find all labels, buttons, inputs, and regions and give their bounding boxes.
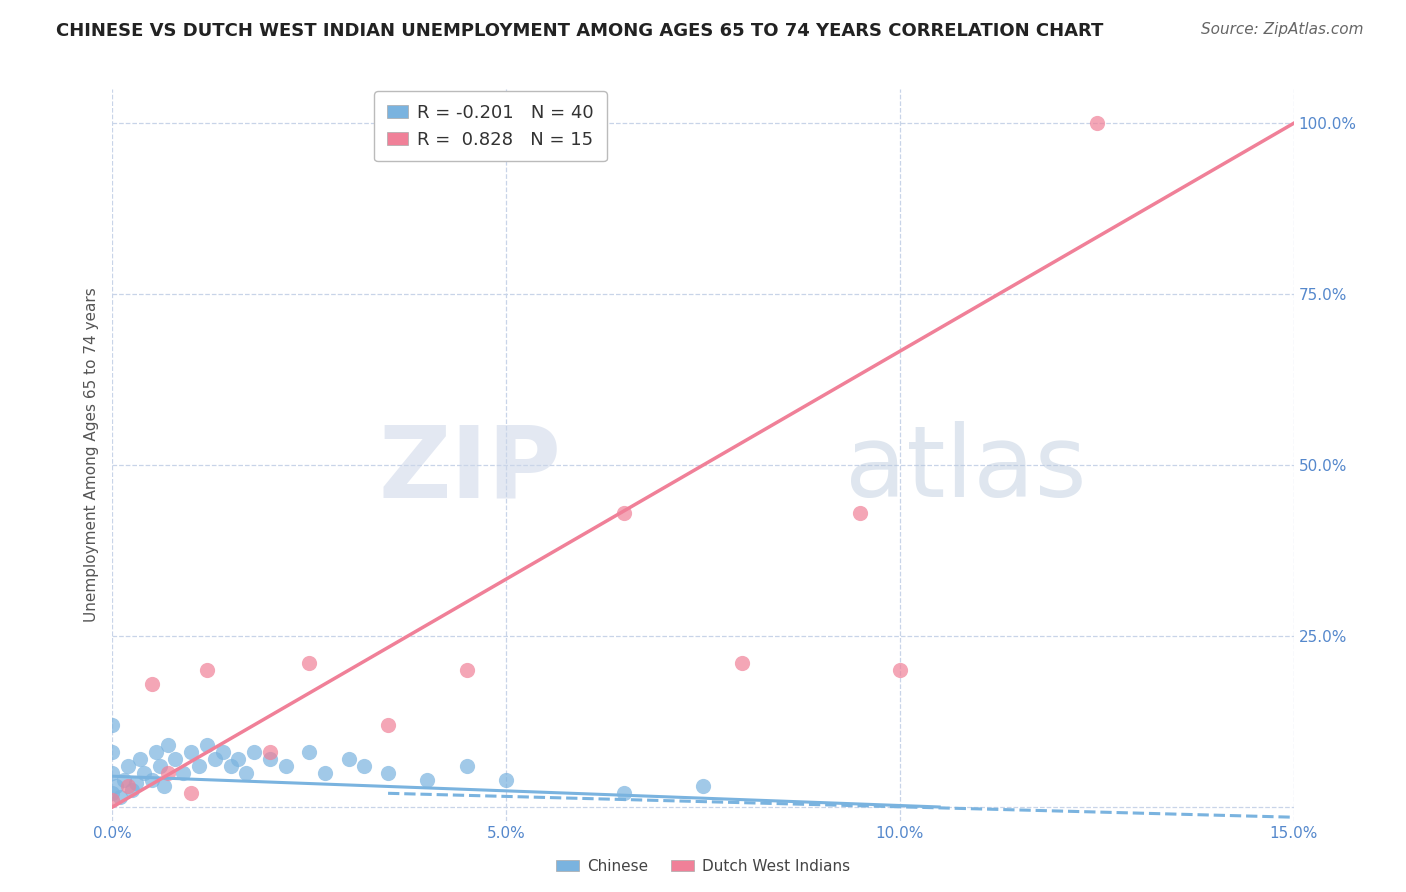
Point (274, 759, 297, 773)
Text: ZIP: ZIP (378, 421, 561, 518)
Text: Source: ZipAtlas.com: Source: ZipAtlas.com (1201, 22, 1364, 37)
Point (613, 506, 636, 520)
Point (243, 745, 266, 759)
Point (156, 765, 179, 780)
Point (228, 752, 250, 766)
Point (353, 759, 375, 773)
Y-axis label: Unemployment Among Ages 65 to 74 years: Unemployment Among Ages 65 to 74 years (83, 287, 98, 623)
Point (101, 765, 124, 780)
Point (889, 663, 911, 677)
Point (101, 786, 124, 800)
Point (152, 780, 174, 794)
Point (613, 786, 636, 800)
Point (298, 745, 321, 759)
Legend: R = -0.201   N = 40, R =  0.828   N = 15: R = -0.201 N = 40, R = 0.828 N = 15 (374, 91, 607, 161)
Point (495, 772, 517, 787)
Point (132, 765, 155, 780)
Point (211, 745, 233, 759)
Point (149, 759, 172, 773)
Point (101, 718, 124, 732)
Point (259, 745, 281, 759)
Point (337, 752, 360, 766)
Point (219, 759, 242, 773)
Point (1085, 116, 1108, 130)
Point (204, 752, 226, 766)
Point (141, 772, 163, 787)
Point (141, 677, 163, 691)
Point (456, 663, 478, 677)
Point (377, 718, 399, 732)
Point (416, 772, 439, 787)
Point (180, 745, 202, 759)
Point (165, 752, 187, 766)
Point (259, 752, 281, 766)
Point (172, 765, 194, 780)
Point (180, 786, 202, 800)
Point (121, 783, 143, 797)
Point (125, 776, 148, 790)
Text: atlas: atlas (845, 421, 1087, 518)
Point (195, 663, 218, 677)
Legend: Chinese, Dutch West Indians: Chinese, Dutch West Indians (550, 853, 856, 880)
Point (105, 780, 128, 794)
Point (110, 789, 132, 804)
Point (235, 765, 257, 780)
Point (188, 759, 211, 773)
Point (117, 759, 139, 773)
Point (298, 657, 321, 671)
Point (129, 752, 152, 766)
Point (195, 739, 218, 753)
Point (117, 780, 139, 794)
Point (101, 745, 124, 759)
Point (849, 506, 872, 520)
Point (101, 793, 124, 807)
Point (456, 759, 478, 773)
Point (731, 657, 754, 671)
Point (145, 745, 167, 759)
Text: CHINESE VS DUTCH WEST INDIAN UNEMPLOYMENT AMONG AGES 65 TO 74 YEARS CORRELATION : CHINESE VS DUTCH WEST INDIAN UNEMPLOYMEN… (56, 22, 1104, 40)
Point (377, 765, 399, 780)
Point (112, 772, 135, 787)
Point (156, 739, 179, 753)
Point (314, 765, 336, 780)
Point (692, 780, 714, 794)
